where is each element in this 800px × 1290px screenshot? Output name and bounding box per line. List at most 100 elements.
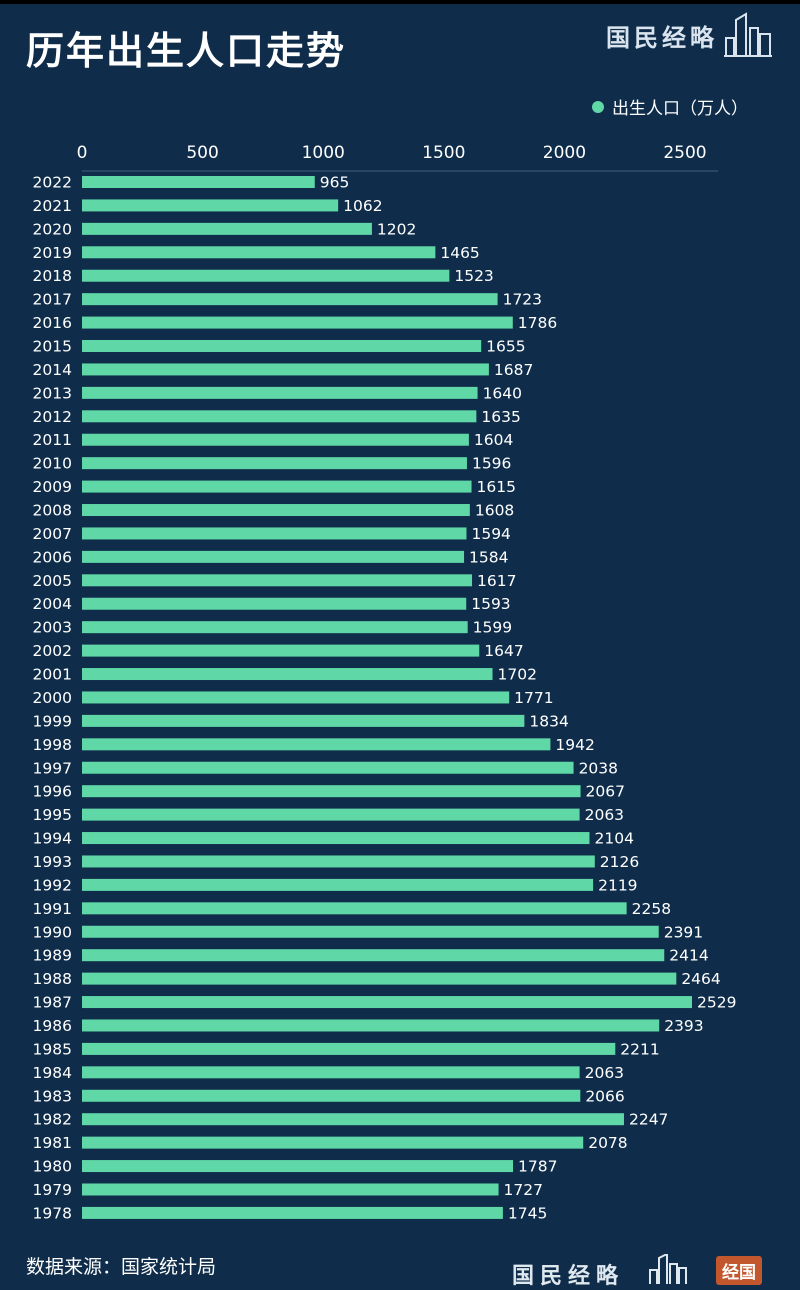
data-label: 1635 [481, 408, 520, 426]
data-label: 1745 [508, 1204, 547, 1222]
bar [82, 925, 659, 938]
data-label: 1786 [518, 314, 557, 332]
bar [82, 902, 627, 915]
data-label: 2126 [600, 853, 639, 871]
legend-marker [592, 100, 604, 113]
data-label: 1655 [486, 338, 525, 356]
bar [82, 340, 482, 353]
bar [82, 597, 467, 610]
category-label: 2006 [33, 548, 72, 566]
bar [82, 433, 469, 446]
data-label: 2119 [598, 876, 637, 894]
category-label: 1999 [33, 712, 72, 730]
brand-name: 国民经略 [606, 22, 718, 52]
data-label: 1202 [377, 220, 416, 238]
data-label: 1702 [498, 666, 537, 684]
bar [82, 410, 477, 423]
x-tick-label: 1000 [302, 143, 345, 163]
category-label: 2017 [33, 291, 72, 309]
category-label: 2004 [33, 595, 72, 613]
x-tick-label: 2000 [543, 143, 586, 163]
data-label: 2078 [588, 1134, 627, 1152]
category-label: 1983 [33, 1087, 72, 1105]
category-label: 1987 [33, 994, 72, 1012]
data-label: 2067 [586, 783, 625, 801]
bar [82, 785, 581, 798]
category-label: 2015 [33, 338, 72, 356]
data-label: 1727 [504, 1181, 543, 1199]
data-label: 1771 [514, 689, 553, 707]
data-label: 1596 [472, 455, 511, 473]
category-label: 1984 [33, 1064, 72, 1082]
data-label: 1723 [503, 291, 542, 309]
bar [82, 550, 465, 563]
bar [82, 1206, 503, 1219]
bar [82, 668, 493, 681]
data-label: 1608 [475, 502, 514, 520]
data-label: 1834 [529, 712, 568, 730]
data-label: 2066 [585, 1087, 624, 1105]
data-label: 2393 [664, 1017, 703, 1035]
bar [82, 269, 450, 282]
data-label: 1599 [473, 619, 512, 637]
category-label: 2012 [33, 408, 72, 426]
bar [82, 1160, 514, 1173]
category-label: 1993 [33, 853, 72, 871]
data-label: 1615 [477, 478, 516, 496]
data-label: 2063 [585, 1064, 624, 1082]
category-label: 1997 [33, 759, 72, 777]
category-label: 2009 [33, 478, 72, 496]
footer-building-icon [649, 1254, 687, 1284]
category-label: 1990 [33, 923, 72, 941]
category-label: 2018 [33, 267, 72, 285]
bar [82, 457, 467, 470]
category-label: 1979 [33, 1181, 72, 1199]
bar [82, 878, 594, 891]
bar [82, 1042, 616, 1055]
category-label: 2013 [33, 384, 72, 402]
data-label: 1465 [440, 244, 479, 262]
category-label: 2020 [33, 220, 72, 238]
category-label: 2002 [33, 642, 72, 660]
page-title: 历年出生人口走势 [26, 29, 347, 73]
data-label: 1787 [518, 1158, 557, 1176]
bar [82, 504, 470, 517]
bar [82, 176, 315, 188]
bar [82, 574, 473, 587]
category-label: 1981 [33, 1134, 72, 1152]
data-source: 数据来源：国家统计局 [26, 1256, 217, 1278]
bar-chart: 0 500 1000 1500 2000 2500 2022 965 2021 1062 2020 1… [33, 143, 737, 1222]
bar [82, 386, 478, 399]
x-tick-label: 0 [77, 143, 88, 163]
category-label: 1992 [33, 876, 72, 894]
data-label: 1523 [454, 267, 493, 285]
bar [82, 1183, 499, 1196]
brand-logo-header: 国民经略 [606, 12, 772, 58]
category-label: 1991 [33, 900, 72, 918]
top-strip [0, 0, 800, 4]
category-label: 2007 [33, 525, 72, 543]
footer-badge: 经国 [716, 1256, 762, 1285]
data-label: 2104 [594, 830, 633, 848]
bar [82, 480, 472, 493]
bar [82, 246, 436, 259]
data-label: 1942 [555, 736, 594, 754]
building-logo-icon [724, 12, 772, 57]
data-label: 1593 [471, 595, 510, 613]
category-label: 2019 [33, 244, 72, 262]
data-label: 2529 [697, 994, 736, 1012]
data-label: 1062 [343, 197, 382, 215]
bar [82, 644, 480, 657]
x-tick-label: 500 [186, 143, 218, 163]
category-label: 1996 [33, 783, 72, 801]
footer-brand: 国民经略 [512, 1263, 625, 1289]
data-label: 1687 [494, 361, 533, 379]
data-label: 2391 [664, 923, 703, 941]
bar [82, 222, 372, 235]
data-label: 1640 [483, 384, 522, 402]
category-label: 1989 [33, 947, 72, 965]
category-label: 2008 [33, 502, 72, 520]
data-label: 1594 [471, 525, 510, 543]
category-label: 1995 [33, 806, 72, 824]
category-label: 2014 [33, 361, 72, 379]
